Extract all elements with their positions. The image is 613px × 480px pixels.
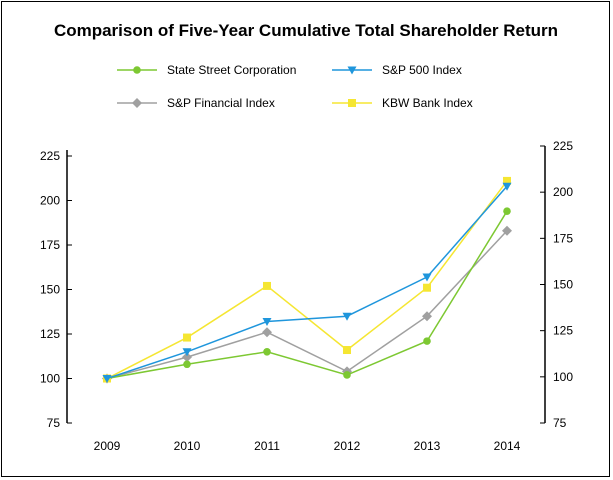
chart-title: Comparison of Five-Year Cumulative Total…	[54, 21, 558, 40]
left-y-ticks: 75 100 125 150 175 200 225	[40, 149, 72, 430]
series-line	[106, 185, 508, 380]
data-point	[342, 312, 352, 321]
x-tick-label: 2014	[494, 439, 521, 453]
data-point	[423, 337, 431, 345]
legend-marker	[132, 98, 142, 108]
legend-label: State Street Corporation	[167, 63, 296, 77]
x-tick-label: 2012	[334, 439, 361, 453]
legend-item: State Street Corporation	[117, 63, 296, 77]
data-point	[423, 283, 431, 292]
left-tick-label: 175	[40, 238, 60, 252]
data-point	[183, 360, 191, 369]
legend-label: S&P 500 Index	[382, 63, 462, 77]
x-ticks: 2009 2010 2011 2012 2013 2014	[94, 439, 521, 453]
legend-marker	[347, 66, 357, 75]
legend-marker	[348, 99, 356, 107]
left-tick-label: 100	[40, 372, 60, 386]
right-tick-label: 200	[553, 185, 573, 199]
legend-marker	[133, 66, 141, 74]
data-point	[422, 311, 432, 322]
data-point	[262, 318, 272, 327]
right-tick-label: 125	[553, 324, 573, 338]
right-y-ticks: 75 100 125 150 175 200 225	[540, 139, 573, 430]
data-point	[102, 375, 112, 383]
data-point	[503, 176, 511, 185]
series-state-street-corporation	[103, 207, 511, 383]
left-tick-label: 75	[47, 416, 61, 430]
legend-item: S&P 500 Index	[332, 63, 462, 77]
data-point	[262, 327, 272, 338]
series-s-p-500-index	[102, 182, 512, 383]
data-point	[343, 371, 351, 379]
series-lines	[102, 176, 512, 384]
left-tick-label: 225	[40, 149, 60, 163]
data-point	[502, 182, 512, 191]
data-point	[263, 348, 271, 356]
x-tick-label: 2009	[94, 439, 121, 453]
right-tick-label: 225	[553, 139, 573, 153]
left-tick-label: 125	[40, 327, 60, 341]
legend-item: KBW Bank Index	[332, 96, 473, 110]
right-tick-label: 75	[553, 416, 567, 430]
x-tick-label: 2010	[174, 439, 201, 453]
data-point	[503, 207, 511, 215]
series-line	[106, 180, 508, 380]
right-tick-label: 100	[553, 370, 573, 384]
data-point	[182, 352, 192, 363]
data-point	[183, 333, 191, 342]
data-point	[263, 281, 271, 290]
data-point	[182, 348, 192, 357]
data-point	[422, 273, 432, 282]
right-tick-label: 150	[553, 278, 573, 292]
legend: State Street Corporation S&P 500 Index S&P…	[117, 63, 473, 110]
legend-item: S&P Financial Index	[117, 96, 275, 110]
legend-label: S&P Financial Index	[167, 96, 275, 110]
x-tick-label: 2013	[414, 439, 441, 453]
axes	[66, 146, 546, 423]
data-point	[343, 346, 351, 355]
left-tick-label: 200	[40, 194, 60, 208]
series-line	[106, 230, 508, 380]
right-tick-label: 175	[553, 231, 573, 245]
legend-label: KBW Bank Index	[382, 96, 473, 110]
left-tick-label: 150	[40, 283, 60, 297]
series-line	[106, 210, 508, 380]
x-tick-label: 2011	[254, 439, 280, 453]
data-point	[502, 225, 512, 236]
